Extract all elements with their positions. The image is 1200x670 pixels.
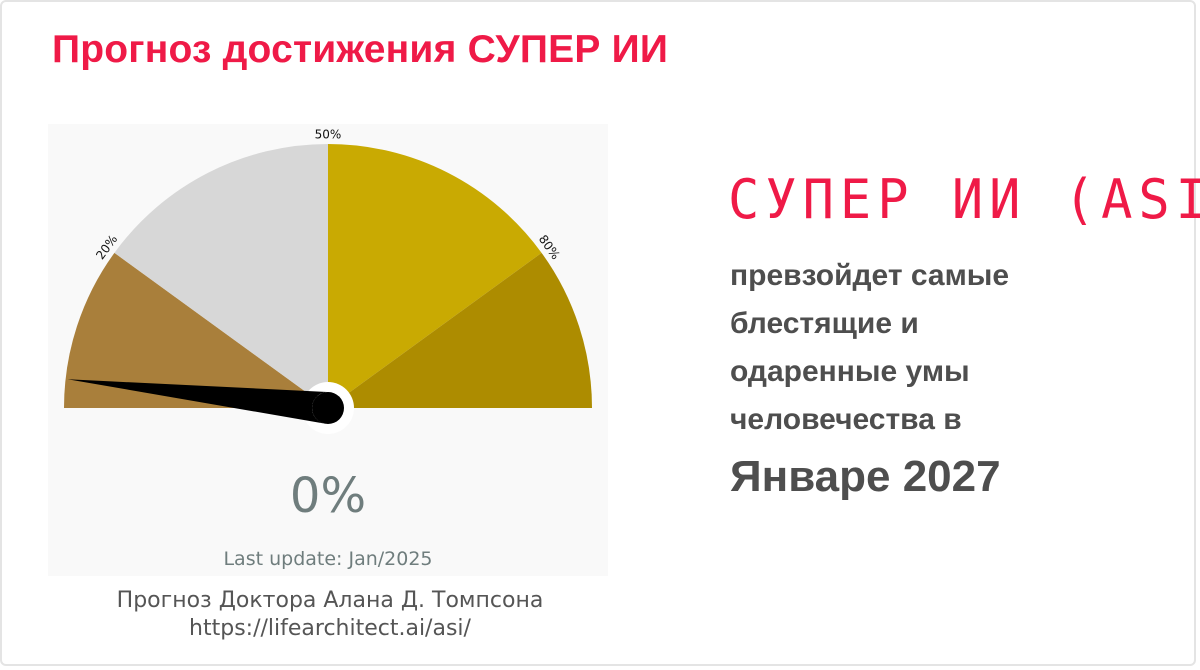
gauge-panel: 20% 50% 80%: [48, 124, 608, 576]
asi-heading: СУПЕР ИИ (ASI): [728, 168, 1200, 232]
callout-line: одаренные умы: [730, 355, 970, 388]
callout-line: превзойдет самые: [730, 259, 1010, 292]
callout-description: превзойдет самые блестящие и одаренные у…: [730, 252, 1160, 444]
gauge-segment-0: [64, 252, 328, 408]
last-update-label: Last update: Jan/2025: [223, 548, 433, 570]
gauge-value-label: 0%: [289, 468, 367, 524]
gauge-segment-3: [328, 252, 592, 408]
page-title: Прогноз достижения СУПЕР ИИ: [52, 28, 669, 71]
callout-line: блестящие и: [730, 307, 919, 340]
credit-url: https://lifearchitect.ai/asi/: [189, 616, 471, 641]
callout-line: человечества в: [730, 403, 962, 436]
gauge-needle: [67, 379, 330, 424]
gauge-tick-label: 50%: [315, 128, 342, 142]
gauge-segment-1: [114, 144, 328, 408]
gauge-chart: 20%50%80%: [64, 128, 592, 434]
callout-date: Январе 2027: [730, 452, 1001, 501]
credit-author: Прогноз Доктора Алана Д. Томпсона: [116, 588, 544, 613]
gauge-segment-2: [328, 144, 542, 408]
gauge-hub: [312, 392, 344, 424]
